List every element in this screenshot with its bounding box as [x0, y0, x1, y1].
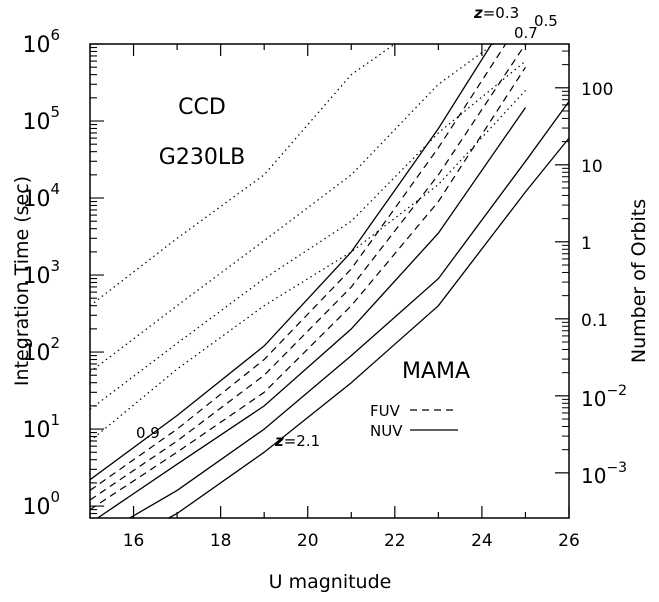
series-line-8 [90, 66, 527, 511]
y-tick-label: 102 [22, 334, 60, 366]
series-line-6 [90, 44, 507, 491]
y-tick-label: 105 [22, 103, 60, 135]
y-tick-label: 104 [22, 180, 60, 212]
y-tick-label: 100 [22, 488, 60, 520]
right-tick-label: 0.1 [581, 311, 608, 331]
right-axis-label: Number of Orbits [628, 199, 650, 363]
right-tick-label: 1 [581, 234, 592, 254]
y-axis-ticks: 100 101 102 103 104 105 106 [22, 26, 104, 520]
curves [90, 44, 569, 518]
x-axis-ticks: 16 18 20 22 24 26 [89, 44, 580, 551]
right-tick-label: 10−3 [581, 460, 627, 488]
series-line-9 [96, 107, 527, 518]
z-09-label: 0.9 [136, 424, 160, 442]
ccd-label: CCD [178, 95, 226, 120]
x-tick-label: 22 [384, 531, 406, 551]
right-tick-label: 10−2 [581, 383, 627, 411]
legend-nuv-label: NUV [370, 422, 403, 440]
series-line-2 [90, 44, 495, 373]
right-tick-label: 100 [581, 80, 613, 100]
x-tick-label: 24 [471, 531, 493, 551]
series-line-10 [128, 101, 569, 518]
mama-label: MAMA [402, 359, 470, 384]
right-tick-label: 10 [581, 157, 603, 177]
y-axis-label: Integration Time (sec) [11, 176, 33, 386]
plot-frame [89, 43, 570, 519]
y-tick-label: 101 [22, 411, 60, 443]
right-axis-ticks: 100 10 1 0.1 10−2 10−3 [555, 50, 627, 488]
series-line-3 [90, 60, 526, 410]
z-mid2-label: 0.5 [534, 12, 558, 30]
y-tick-label: 106 [22, 26, 60, 58]
x-tick-label: 26 [558, 531, 580, 551]
legend-fuv-label: FUV [370, 402, 401, 420]
z-low-label: z=0.3 [473, 4, 519, 22]
z-high-label: z=2.1 [274, 432, 320, 450]
x-tick-label: 20 [297, 531, 319, 551]
series-line-7 [90, 44, 526, 501]
y-tick-label: 103 [22, 257, 60, 289]
z-mid1-label: 0.7 [514, 24, 538, 42]
series-line-5 [90, 44, 493, 481]
x-tick-label: 16 [123, 531, 145, 551]
x-tick-label: 18 [210, 531, 232, 551]
grating-label: G230LB [159, 145, 245, 170]
x-axis-label: U magnitude [269, 571, 392, 593]
